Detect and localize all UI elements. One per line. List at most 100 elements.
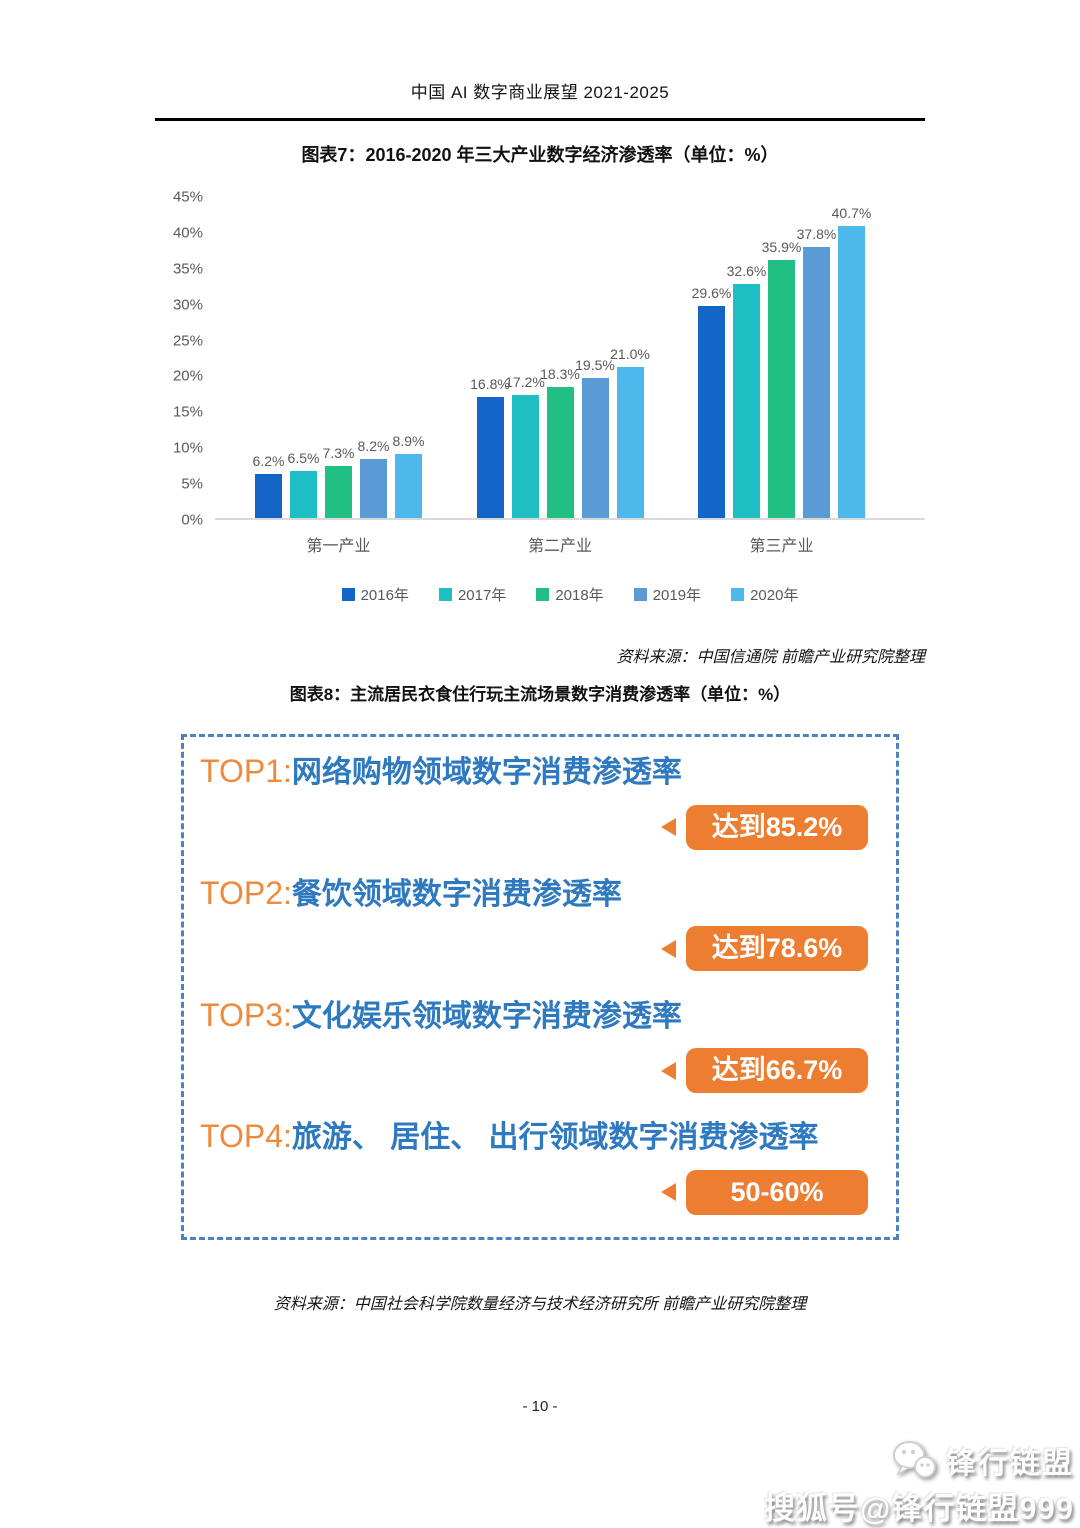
left-arrow-icon xyxy=(661,1183,676,1202)
top-label: 文化娱乐领域数字消费渗透率 xyxy=(291,999,682,1033)
legend-swatch xyxy=(731,588,745,601)
legend-swatch xyxy=(438,588,452,601)
page-header-title: 中国 AI 数字商业展望 2021-2025 xyxy=(410,83,670,102)
value-badge: 达到85.2% xyxy=(686,804,868,850)
legend-label: 2020年 xyxy=(750,587,799,604)
bar-value-label: 16.8% xyxy=(470,376,510,393)
bar-2019年-第三产业: 37.8% xyxy=(797,226,836,518)
chart-legend: 2016年 2017年 2018年 2019年 2020年 xyxy=(215,584,925,605)
badge-line: 达到85.2% xyxy=(200,804,868,850)
left-arrow-icon xyxy=(661,1061,676,1080)
bar-2017年-第一产业: 6.5% xyxy=(288,450,319,518)
page-number: - 10 - xyxy=(522,1398,558,1415)
legend-label: 2018年 xyxy=(555,587,604,604)
bar-group-3: 29.6% 32.6% 35.9% 37.8% 40.7% xyxy=(692,205,871,518)
top-rank: TOP2: xyxy=(200,874,292,911)
bar-2020年-第三产业: 40.7% xyxy=(832,205,871,518)
top-line: TOP4:旅游、 居住、 出行领域数字消费渗透率 xyxy=(200,1118,868,1156)
watermark-account-text: 搜狐号@锋行链盟999 xyxy=(764,1491,1074,1526)
bar-value-label: 32.6% xyxy=(726,263,767,280)
top-item-4: TOP4:旅游、 居住、 出行领域数字消费渗透率 50-60% xyxy=(200,1118,868,1215)
top-line: TOP1:网络购物领域数字消费渗透率 xyxy=(200,753,868,791)
bar-2017年-第二产业: 17.2% xyxy=(505,374,545,518)
y-tick-label: 15% xyxy=(172,403,203,421)
legend-item-2016年: 2016年 xyxy=(341,584,409,605)
top-item-1: TOP1:网络购物领域数字消费渗透率 达到85.2% xyxy=(200,753,868,850)
chart8-source: 资料来源：中国社会科学院数量经济与技术经济研究所 前瞻产业研究院整理 xyxy=(273,1296,807,1313)
bar-value-label: 18.3% xyxy=(540,365,580,382)
y-tick-label: 10% xyxy=(172,439,203,457)
x-axis-label: 第三产业 xyxy=(749,538,814,555)
x-axis-label: 第二产业 xyxy=(527,538,592,555)
legend-item-2019年: 2019年 xyxy=(633,584,702,605)
value-badge: 50-60% xyxy=(686,1169,868,1215)
legend-item-2017年: 2017年 xyxy=(438,584,507,605)
bar-2020年-第一产业: 8.9% xyxy=(393,433,424,518)
y-tick-label: 35% xyxy=(172,260,203,278)
bar-2018年-第三产业: 35.9% xyxy=(762,239,801,518)
y-tick-label: 45% xyxy=(172,188,203,206)
bar-value-label: 6.5% xyxy=(287,450,320,467)
bar-2017年-第三产业: 32.6% xyxy=(727,263,766,518)
bar-2019年-第二产业: 19.5% xyxy=(575,357,615,518)
legend-item-2018年: 2018年 xyxy=(536,584,604,605)
badge-line: 达到78.6% xyxy=(200,926,868,972)
bar-group-2: 16.8% 17.2% 18.3% 19.5% 21.0% xyxy=(470,346,650,518)
left-arrow-icon xyxy=(661,939,676,958)
bar-value-label: 7.3% xyxy=(322,444,355,461)
top-label: 网络购物领域数字消费渗透率 xyxy=(291,756,682,789)
bar-value-label: 8.2% xyxy=(357,438,390,455)
chart7-source: 资料来源：中国信通院 前瞻产业研究院整理 xyxy=(616,649,925,666)
legend-item-2020年: 2020年 xyxy=(731,584,798,605)
bar-chart: 45% 40% 35% 30% 25% 20% 15% 10% 5% 0% 6.2% 6.5% 7.3… xyxy=(160,189,925,605)
legend-swatch xyxy=(341,588,355,601)
bar-value-label: 21.0% xyxy=(610,346,650,363)
legend-label: 2017年 xyxy=(457,587,507,604)
value-badge: 达到78.6% xyxy=(686,926,868,972)
bar-2016年-第一产业: 6.2% xyxy=(253,453,284,518)
chat-bubbles-icon xyxy=(893,1441,936,1478)
y-tick-label: 20% xyxy=(172,367,203,385)
top-label: 餐饮领域数字消费渗透率 xyxy=(291,877,622,911)
top-label: 旅游、 居住、 出行领域数字消费渗透率 xyxy=(291,1121,819,1155)
watermark-logo-text: 锋行链盟 xyxy=(946,1447,1074,1480)
chart7-title: 图表7：2016-2020 年三大产业数字经济渗透率（单位：%） xyxy=(301,145,779,165)
legend-swatch xyxy=(633,588,647,601)
bar-value-label: 37.8% xyxy=(796,225,837,242)
x-axis-label: 第一产业 xyxy=(306,538,371,555)
bar-2016年-第三产业: 29.6% xyxy=(692,285,731,518)
x-axis: 第一产业 第二产业 第三产业 xyxy=(215,522,925,556)
chart8-dashed-box: TOP1:网络购物领域数字消费渗透率 达到85.2% TOP2:餐饮领域数字消费… xyxy=(181,734,899,1240)
bar-value-label: 6.2% xyxy=(252,452,285,469)
bar-2018年-第一产业: 7.3% xyxy=(323,445,354,518)
left-arrow-icon xyxy=(661,818,676,836)
y-tick-label: 25% xyxy=(172,332,203,350)
bar-value-label: 17.2% xyxy=(505,373,545,390)
bar-2019年-第一产业: 8.2% xyxy=(358,438,389,518)
top-rank: TOP3: xyxy=(200,996,292,1033)
bar-value-label: 35.9% xyxy=(761,239,802,256)
y-tick-label: 30% xyxy=(172,296,203,314)
chart8-title: 图表8：主流居民衣食住行玩主流场景数字消费渗透率（单位：%） xyxy=(289,685,791,704)
bar-value-label: 19.5% xyxy=(575,357,615,374)
y-tick-label: 0% xyxy=(181,511,203,529)
bar-2018年-第二产业: 18.3% xyxy=(540,366,580,518)
y-axis: 45% 40% 35% 30% 25% 20% 15% 10% 5% 0% xyxy=(160,189,215,529)
bar-value-label: 8.9% xyxy=(392,433,425,450)
bar-2016年-第二产业: 16.8% xyxy=(470,376,510,518)
legend-swatch xyxy=(536,588,550,601)
top-item-3: TOP3:文化娱乐领域数字消费渗透率 达到66.7% xyxy=(200,997,868,1094)
y-tick-label: 40% xyxy=(172,224,203,242)
plot-area: 6.2% 6.5% 7.3% 8.2% 8.9% 16.8% 17.2% 18.3% 19.5%… xyxy=(215,197,925,520)
bar-value-label: 29.6% xyxy=(691,284,732,301)
legend-label: 2016年 xyxy=(360,587,409,604)
watermark-logo-row: 锋行链盟 xyxy=(764,1438,1074,1482)
bar-2020年-第二产业: 21.0% xyxy=(610,346,650,518)
badge-line: 50-60% xyxy=(200,1169,868,1215)
chart-body: 45% 40% 35% 30% 25% 20% 15% 10% 5% 0% 6.2% 6.5% 7.3… xyxy=(160,189,925,529)
bar-value-label: 40.7% xyxy=(831,204,872,221)
legend-label: 2019年 xyxy=(652,587,702,604)
bar-group-1: 6.2% 6.5% 7.3% 8.2% 8.9% xyxy=(253,433,424,518)
badge-line: 达到66.7% xyxy=(200,1048,868,1094)
